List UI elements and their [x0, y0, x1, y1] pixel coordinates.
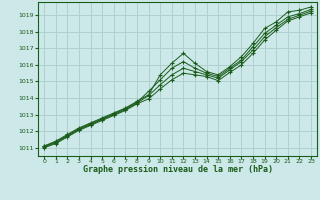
X-axis label: Graphe pression niveau de la mer (hPa): Graphe pression niveau de la mer (hPa) — [83, 165, 273, 174]
